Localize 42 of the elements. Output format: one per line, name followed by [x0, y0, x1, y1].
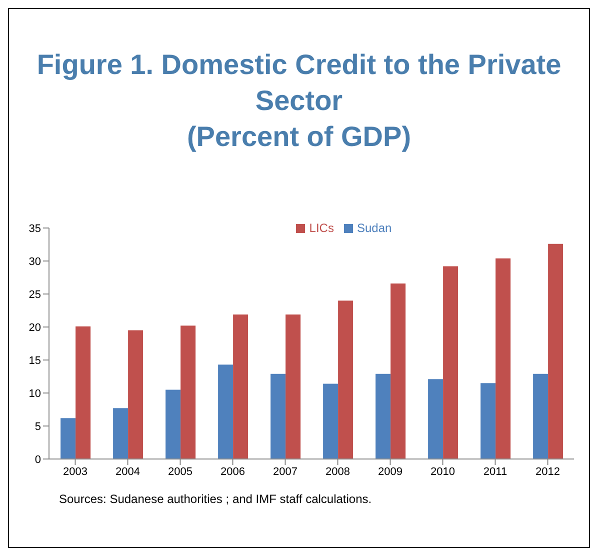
x-tick-label: 2006	[220, 466, 245, 478]
bar	[128, 330, 144, 459]
legend-label: Sudan	[356, 221, 392, 235]
bar	[548, 244, 564, 459]
chart-title: Figure 1. Domestic Credit to the Private Sector (Percent of GDP)	[36, 48, 562, 154]
y-tick-label: 0	[34, 454, 41, 466]
x-tick-label: 2005	[168, 466, 192, 478]
bar	[390, 283, 406, 459]
x-tick-label: 2012	[536, 466, 560, 478]
x-tick-label: 2007	[273, 466, 298, 478]
x-tick-label: 2009	[378, 466, 402, 478]
bar	[286, 314, 301, 459]
bar	[270, 374, 286, 459]
bar	[376, 374, 391, 459]
bar	[533, 374, 548, 459]
bar	[113, 408, 128, 459]
bar	[496, 258, 511, 459]
bar	[166, 390, 181, 459]
x-tick-label: 2011	[483, 466, 508, 478]
bar	[428, 379, 444, 459]
x-tick-label: 2010	[430, 466, 455, 478]
bar	[480, 383, 496, 459]
bar	[180, 326, 196, 459]
y-tick-label: 15	[28, 354, 41, 367]
source-note: Sources: Sudanese authorities ; and IMF staff calculations.	[59, 492, 373, 506]
y-tick-label: 30	[28, 256, 41, 268]
x-tick-label: 2004	[116, 466, 140, 478]
bar	[218, 364, 234, 459]
bar	[233, 314, 248, 459]
legend-label: LICs	[309, 221, 334, 235]
bar	[443, 266, 458, 459]
y-tick-label: 25	[28, 288, 41, 301]
x-tick-label: 2008	[326, 466, 350, 478]
x-tick-label: 2003	[63, 466, 88, 478]
y-tick-label: 10	[28, 388, 41, 400]
y-tick-label: 5	[34, 420, 41, 433]
bar	[338, 300, 354, 459]
y-tick-label: 20	[28, 322, 41, 334]
bar	[76, 326, 91, 459]
bar	[60, 418, 76, 459]
bar	[323, 384, 338, 459]
y-tick-label: 35	[28, 222, 41, 235]
